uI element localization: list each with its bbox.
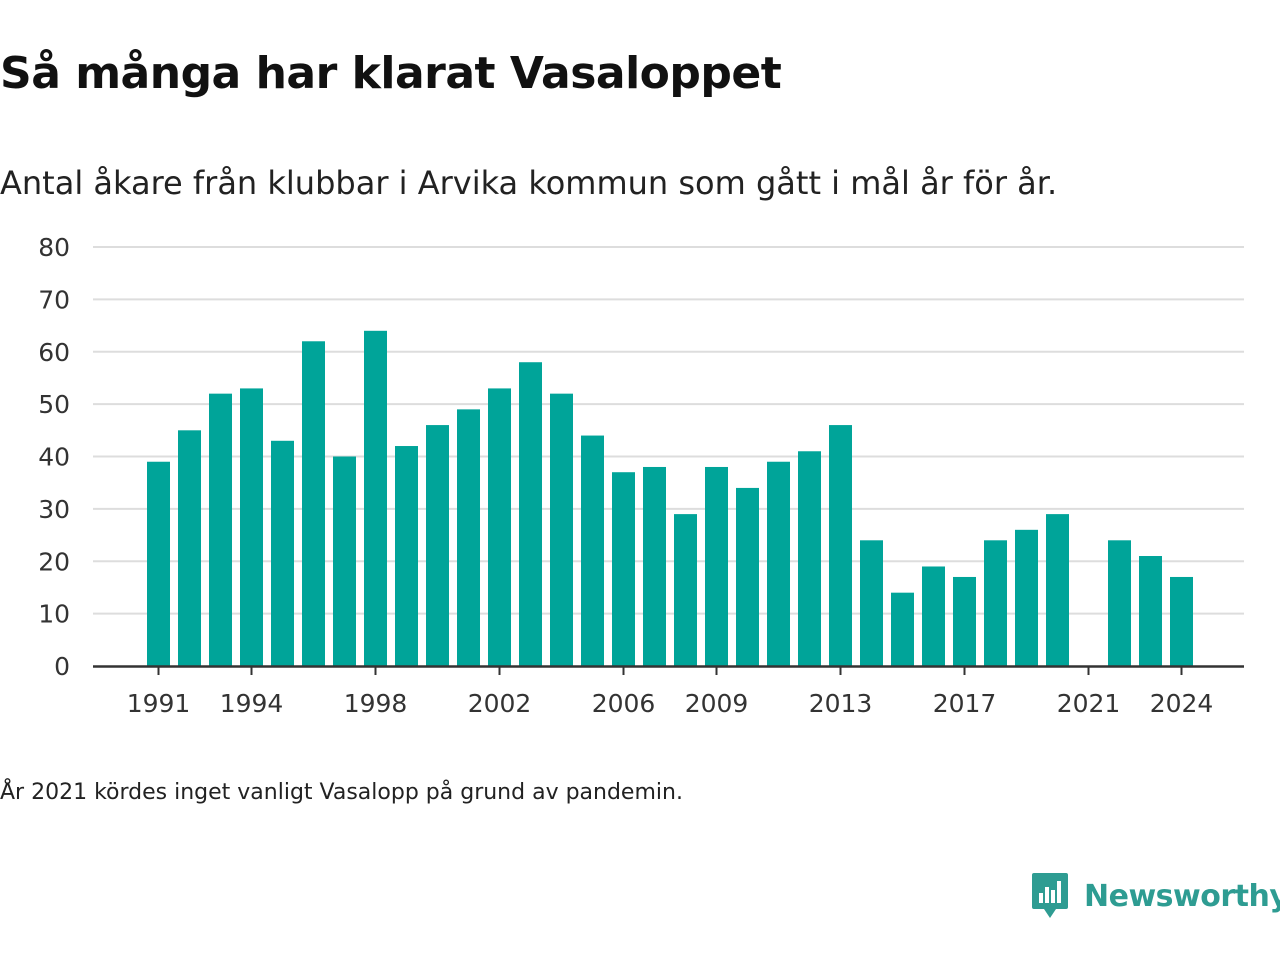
bar-2022: [1108, 540, 1131, 666]
bar-2000: [426, 425, 449, 666]
x-tick-label: 2009: [685, 689, 749, 718]
bar-1997: [333, 456, 356, 666]
bar-2005: [581, 435, 604, 666]
x-tick-label: 2024: [1150, 689, 1214, 718]
chart-subtitle: Antal åkare från klubbar i Arvika kommun…: [0, 164, 1058, 202]
bar-1995: [271, 440, 294, 666]
bar-1994: [240, 388, 263, 666]
bar-2023: [1139, 556, 1162, 666]
bar-chart: 0 10 20 30 40 50 60 70 80 1991 1994 1998 2002 2006 20…: [38, 233, 1244, 718]
brand-name: Newsworthy: [1084, 878, 1280, 914]
bar-2006: [612, 472, 635, 666]
x-tick-label: 2013: [809, 689, 873, 718]
bar-2009: [705, 466, 728, 666]
bar-2007: [643, 466, 666, 666]
x-axis: 1991 1994 1998 2002 2006 2009 2013 2017 2021 2024: [93, 665, 1244, 718]
bar-1999: [395, 446, 418, 666]
bar-2017: [953, 576, 976, 666]
bar-2014: [860, 540, 883, 666]
gridlines: [93, 246, 1244, 615]
y-axis: 0 10 20 30 40 50 60 70 80: [38, 233, 70, 681]
y-tick-label: 50: [38, 390, 70, 419]
x-tick-label: 1994: [220, 689, 284, 718]
footnote: År 2021 kördes inget vanligt Vasalopp på…: [0, 780, 683, 805]
y-tick-label: 0: [54, 652, 70, 681]
y-tick-label: 80: [38, 233, 70, 262]
bar-2018: [984, 540, 1007, 666]
bar-2004: [550, 393, 573, 666]
bar-2015: [891, 592, 914, 666]
x-tick-label: 2021: [1057, 689, 1121, 718]
bar-2003: [519, 362, 542, 666]
y-tick-label: 20: [38, 547, 70, 576]
bar-2016: [922, 566, 945, 666]
bar-1991: [147, 461, 170, 666]
bars: [147, 330, 1193, 666]
bar-1992: [178, 430, 201, 666]
bar-2008: [674, 514, 697, 666]
bar-1996: [302, 341, 325, 666]
y-tick-label: 30: [38, 495, 70, 524]
brand: Newsworthy: [1030, 870, 1280, 922]
y-tick-label: 60: [38, 338, 70, 367]
y-tick-label: 70: [38, 285, 70, 314]
bar-2020: [1046, 514, 1069, 666]
newsworthy-logo-icon: [1032, 873, 1068, 918]
bar-2001: [457, 409, 480, 666]
x-tick-label: 1998: [344, 689, 408, 718]
x-tick-label: 2017: [933, 689, 997, 718]
bar-2019: [1015, 529, 1038, 666]
bar-2013: [829, 425, 852, 666]
bar-1998: [364, 330, 387, 666]
x-tick-label: 2006: [592, 689, 656, 718]
bar-2010: [736, 487, 759, 666]
bar-2011: [767, 461, 790, 666]
y-tick-label: 40: [38, 443, 70, 472]
bar-1993: [209, 393, 232, 666]
bar-2002: [488, 388, 511, 666]
x-tick-label: 2002: [468, 689, 532, 718]
bar-2012: [798, 451, 821, 666]
chart-title: Så många har klarat Vasaloppet: [0, 48, 782, 99]
bar-2024: [1170, 576, 1193, 666]
y-tick-label: 10: [38, 600, 70, 629]
x-tick-label: 1991: [127, 689, 191, 718]
